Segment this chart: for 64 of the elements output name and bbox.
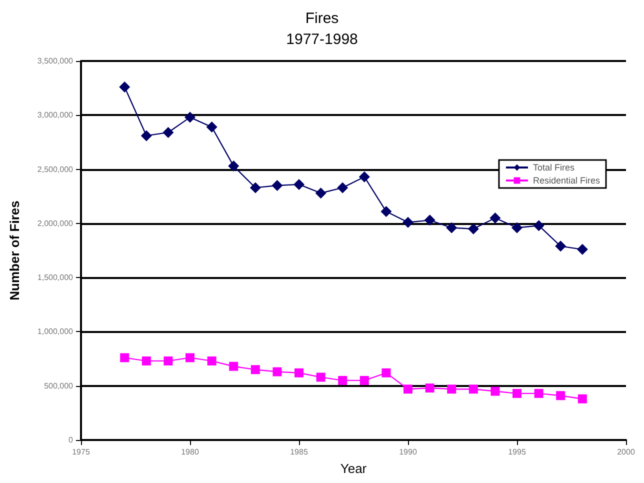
- point: [446, 222, 458, 234]
- x-tick-label: 1975: [72, 448, 90, 456]
- point: [447, 384, 456, 394]
- point: [533, 220, 544, 232]
- point: [578, 394, 587, 404]
- y-tick-label: 0: [68, 436, 74, 444]
- point: [337, 182, 348, 194]
- chart-title: Fires: [305, 10, 339, 27]
- point: [338, 376, 348, 385]
- y-tick-label: 3,500,000: [37, 56, 74, 66]
- point: [294, 178, 304, 190]
- point: [272, 180, 283, 192]
- point: [468, 223, 479, 234]
- point: [207, 356, 216, 366]
- x-tick-label: 1990: [399, 448, 418, 456]
- point: [184, 112, 196, 123]
- x-axis-title: Year: [340, 461, 368, 476]
- point: [228, 160, 240, 172]
- point: [555, 240, 566, 252]
- point: [404, 384, 412, 394]
- point: [382, 368, 391, 378]
- y-tick-label: 2,000,000: [37, 218, 74, 228]
- point: [358, 171, 370, 182]
- point: [229, 362, 238, 371]
- point: [250, 365, 260, 374]
- point: [315, 188, 326, 199]
- point: [425, 384, 434, 393]
- point: [402, 216, 414, 228]
- point: [119, 81, 130, 92]
- x-tick-label: 1985: [290, 448, 308, 456]
- y-tick-label: 1,500,000: [37, 273, 74, 282]
- legend-label: Residential Fires: [532, 176, 600, 186]
- chart-subtitle: 1977-1998: [286, 31, 358, 48]
- point: [142, 356, 151, 366]
- point: [490, 212, 501, 224]
- point: [534, 388, 544, 398]
- y-tick-label: 500,000: [44, 381, 74, 390]
- point: [490, 386, 500, 396]
- point: [120, 353, 130, 362]
- point: [206, 122, 218, 133]
- y-tick-label: 2,500,000: [37, 164, 74, 174]
- y-axis-title: Number of Fires: [7, 200, 22, 300]
- point: [294, 368, 304, 378]
- point: [576, 244, 588, 255]
- x-tick-label: 1995: [508, 448, 526, 456]
- legend-label: Total Fires: [532, 162, 575, 172]
- y-tick-label: 1,000,000: [37, 327, 74, 336]
- point: [512, 222, 522, 234]
- point: [272, 367, 282, 376]
- point: [186, 353, 194, 362]
- y-tick-label: 3,000,000: [37, 110, 74, 120]
- point: [360, 376, 369, 385]
- point: [556, 391, 566, 400]
- point: [512, 388, 522, 398]
- point: [162, 126, 174, 138]
- point: [316, 372, 326, 382]
- point: [164, 356, 173, 366]
- x-tick-label: 2000: [617, 448, 636, 456]
- point: [468, 384, 478, 394]
- point: [140, 130, 152, 142]
- point: [380, 206, 392, 218]
- point: [250, 182, 261, 194]
- x-tick-label: 1980: [181, 448, 200, 456]
- point: [424, 214, 436, 226]
